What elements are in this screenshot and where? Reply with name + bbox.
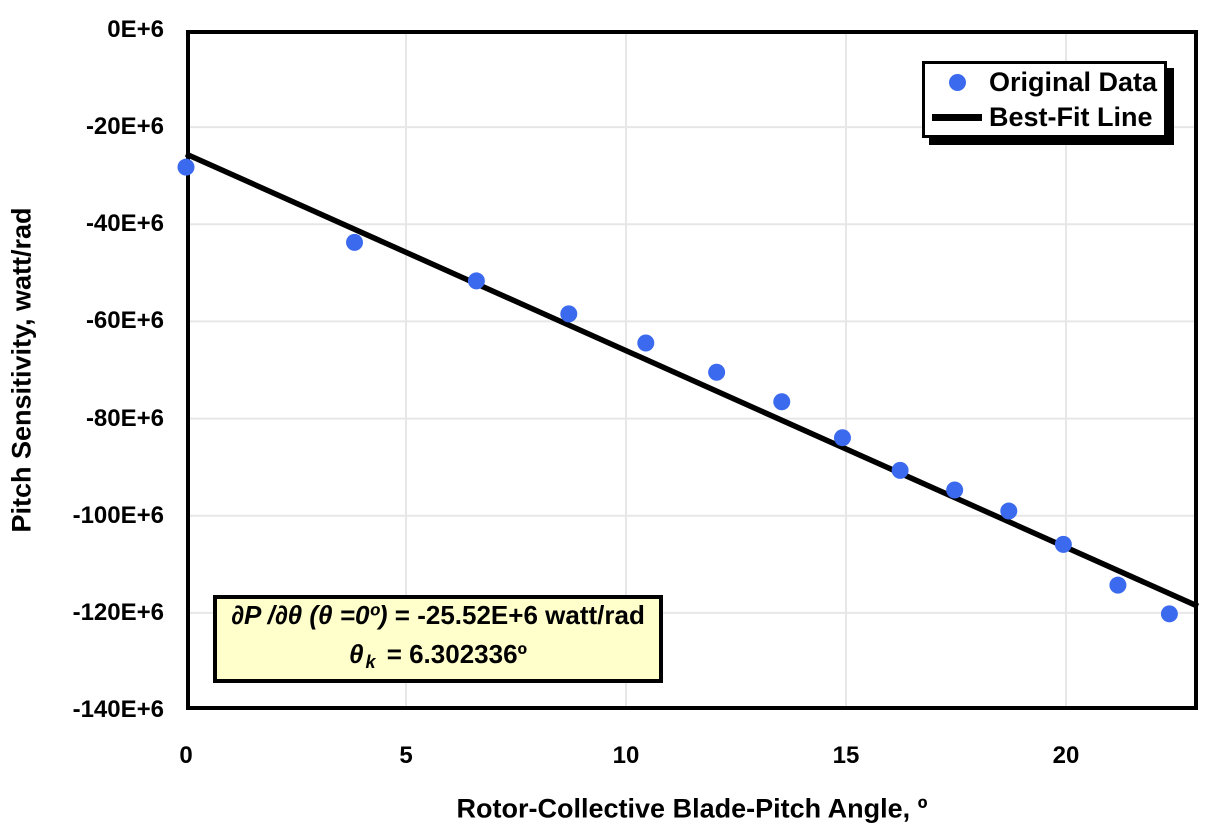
data-point: [1054, 535, 1072, 553]
data-point: [891, 461, 909, 479]
data-point: [773, 393, 791, 411]
scatter-marker-icon: [948, 73, 966, 91]
legend-item-best-fit-line: Best-Fit Line: [925, 100, 1164, 134]
theta-k-value: = 6.302336º: [379, 639, 528, 669]
legend-marker-cell: [925, 113, 989, 121]
y-tick-label: -100E+6: [72, 501, 164, 529]
data-point: [346, 233, 364, 251]
data-point: [833, 429, 851, 447]
x-tick-label: 20: [1052, 742, 1080, 769]
fit-equation-line1: ∂P /∂θ (θ =0º) = -25.52E+6 watt/rad: [231, 596, 645, 635]
x-tick-label: 15: [832, 742, 860, 769]
data-point: [708, 363, 726, 381]
x-tick-label: 5: [399, 742, 413, 769]
legend-item-original-data: Original Data: [925, 65, 1164, 99]
theta-symbol: θ: [348, 639, 364, 669]
legend: Original Data Best-Fit Line: [922, 61, 1167, 138]
x-axis-title: Rotor-Collective Blade-Pitch Angle, º: [456, 793, 928, 824]
x-tick-label: 0: [179, 742, 193, 769]
y-tick-label: -80E+6: [85, 404, 164, 432]
data-point: [177, 158, 195, 176]
plot-frame: [186, 30, 1198, 710]
y-tick-label: -20E+6: [85, 113, 164, 141]
best-fit-line: [184, 151, 1200, 609]
y-tick-label: -120E+6: [72, 598, 164, 626]
theta-subscript: k: [365, 652, 376, 672]
y-tick-label: -60E+6: [85, 307, 164, 335]
fit-slope-value: = -25.52E+6 watt/rad: [387, 600, 645, 630]
y-tick-label: 0E+6: [107, 16, 164, 43]
y-axis-title: Pitch Sensitivity, watt/rad: [6, 207, 37, 533]
x-tick-label: 10: [612, 742, 640, 769]
data-point: [1109, 576, 1127, 594]
data-point: [1160, 605, 1178, 623]
legend-label-original-data: Original Data: [989, 66, 1158, 97]
data-point: [1000, 502, 1018, 520]
data-point: [637, 334, 655, 352]
data-point: [467, 272, 485, 290]
partial-derivative-expression: ∂P /∂θ (θ =0º): [231, 600, 388, 630]
line-marker-icon: [932, 113, 982, 121]
y-tick-label: -40E+6: [85, 210, 164, 238]
data-point: [946, 481, 964, 499]
legend-marker-cell: [925, 73, 989, 91]
legend-label-best-fit-line: Best-Fit Line: [989, 101, 1153, 132]
data-point: [560, 305, 578, 323]
y-tick-label: -140E+6: [72, 696, 164, 723]
